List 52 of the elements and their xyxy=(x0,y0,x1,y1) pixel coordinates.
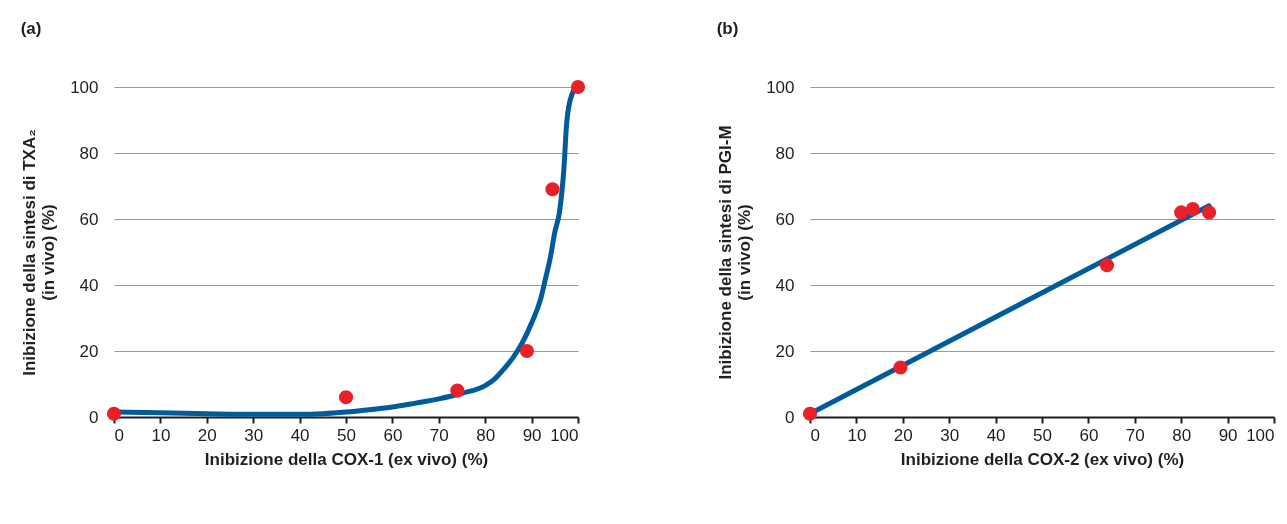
y-tick-label: 40 xyxy=(79,275,99,295)
x-tick-label: 100 xyxy=(1246,425,1275,445)
x-axis-title: Inibizione della COX-2 (ex vivo) (%) xyxy=(900,449,1185,469)
chart-title: (a) xyxy=(20,19,42,38)
y-tick-label: 80 xyxy=(775,143,795,163)
x-tick-label: 40 xyxy=(290,425,310,445)
point xyxy=(338,390,354,405)
x-axis-title: Inibizione della COX-1 (ex vivo) (%) xyxy=(204,449,489,469)
x-tick-label: 40 xyxy=(986,425,1006,445)
point xyxy=(450,383,465,398)
point xyxy=(1201,205,1217,220)
x-tick-label: 70 xyxy=(429,425,449,445)
y-tick-label: 20 xyxy=(775,341,795,361)
point xyxy=(570,79,586,95)
point xyxy=(519,343,535,359)
x-tick-label: 50 xyxy=(1033,425,1052,445)
point xyxy=(106,406,122,421)
x-tick-label: 0 xyxy=(114,425,124,445)
y-tick-label: 60 xyxy=(775,209,795,229)
x-tick-label: 50 xyxy=(337,425,356,445)
x-tick-label: 10 xyxy=(151,425,171,445)
x-tick-label: 80 xyxy=(1172,425,1192,445)
point xyxy=(802,406,818,421)
x-tick-label: 80 xyxy=(476,425,496,445)
x-tick-label: 60 xyxy=(383,425,403,445)
y-tick-label: 100 xyxy=(70,77,99,97)
x-tick-label: 0 xyxy=(810,425,820,445)
y-tick-label: 60 xyxy=(79,209,99,229)
x-tick-label: 30 xyxy=(940,425,960,445)
chart-title: (b) xyxy=(716,19,739,38)
y-tick-label: 100 xyxy=(766,77,795,97)
x-tick-label: 100 xyxy=(550,425,579,445)
x-tick-label: 70 xyxy=(1125,425,1145,445)
y-tick-label: 20 xyxy=(79,341,99,361)
x-tick-label: 60 xyxy=(1079,425,1099,445)
x-tick-label: 20 xyxy=(893,425,913,445)
y-tick-label: 0 xyxy=(89,407,99,427)
x-tick-label: 30 xyxy=(244,425,264,445)
point xyxy=(1174,205,1189,220)
x-tick-label: 20 xyxy=(197,425,217,445)
x-tick-label: 90 xyxy=(522,425,542,445)
point xyxy=(1185,202,1200,217)
point xyxy=(893,360,908,375)
x-tick-label: 90 xyxy=(1218,425,1238,445)
y-axis-title: Inibizione della sintesi di PGI-M (in vivo) (%) xyxy=(716,125,755,380)
x-tick-label: 10 xyxy=(847,425,867,445)
y-tick-label: 40 xyxy=(775,275,795,295)
point xyxy=(545,182,560,197)
point xyxy=(1099,258,1115,273)
y-tick-label: 80 xyxy=(79,143,99,163)
y-tick-label: 0 xyxy=(785,407,795,427)
y-axis-title: Inibizione della sintesi di TXA₂ (in vivo) (%) xyxy=(20,129,59,376)
